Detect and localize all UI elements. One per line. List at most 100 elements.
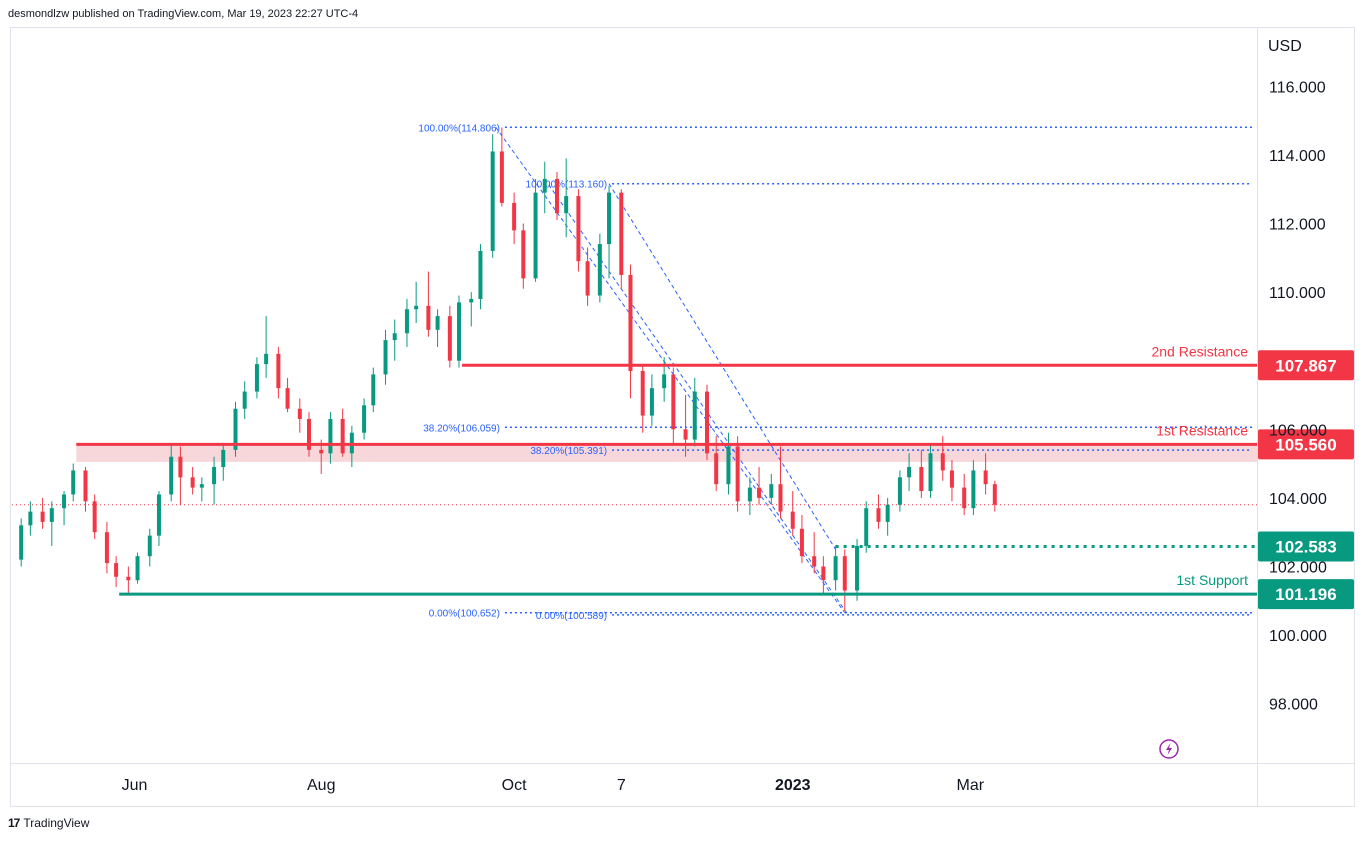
candle-body (533, 192, 538, 279)
fib-level-label: 100.00%(114.806) (418, 123, 500, 134)
candle-body (126, 576, 131, 581)
level-name: 2nd Resistance (1151, 343, 1248, 359)
price-tag-text: 101.196 (1275, 585, 1336, 604)
x-tick-label: Aug (307, 777, 335, 794)
candle-body (490, 151, 495, 251)
candle-body (897, 477, 902, 505)
candle-body (521, 230, 526, 279)
candle-body (842, 556, 847, 591)
fib-level-label: 38.20%(105.391) (530, 446, 607, 457)
candle-body (876, 508, 881, 522)
x-tick-label: Mar (957, 777, 985, 794)
candle-body (83, 470, 88, 502)
candle-body (297, 408, 302, 420)
candle-body (306, 419, 311, 450)
candle-body (19, 525, 24, 560)
candle-body (512, 202, 517, 231)
candle-body (457, 302, 462, 361)
candle-body (864, 508, 869, 546)
y-tick-label: 114.000 (1269, 148, 1326, 165)
y-tick-label: 100.000 (1269, 628, 1327, 645)
candle-body (919, 467, 924, 492)
candle-body (971, 470, 976, 509)
candle-body (576, 196, 581, 262)
candle-body (714, 453, 719, 485)
price-tag (1258, 350, 1354, 381)
candle-body (435, 316, 440, 330)
candle-body (907, 467, 912, 478)
level-name: 1st Support (1176, 572, 1248, 588)
candle-body (649, 388, 654, 416)
candle-body (962, 487, 967, 509)
candle-body (404, 309, 409, 334)
candle-body (392, 333, 397, 341)
resistance-zone (76, 444, 1258, 462)
candle-body (769, 484, 774, 498)
candle-body (114, 563, 119, 577)
x-tick-label: 7 (617, 777, 626, 794)
publish-info: desmondlzw published on TradingView.com,… (8, 8, 359, 20)
candle-body (992, 484, 997, 505)
price-tag (1258, 531, 1354, 562)
candle-body (726, 446, 731, 485)
candle-body (104, 532, 109, 564)
candle-body (949, 470, 954, 488)
candle-body (285, 388, 290, 409)
candle-body (156, 494, 161, 536)
candle-body (414, 305, 419, 310)
fib-trend-line (544, 178, 849, 615)
candle-body (671, 374, 676, 430)
candle-body (790, 511, 795, 529)
candle-body (564, 196, 569, 214)
candle-body (821, 566, 826, 581)
candle-body (747, 487, 752, 502)
candle-body (147, 535, 152, 557)
candle-body (705, 391, 710, 454)
x-tick-label: Jun (122, 777, 148, 794)
candle-body (212, 467, 217, 485)
y-tick-label: 112.000 (1269, 217, 1326, 234)
candle-body (928, 453, 933, 492)
candle-body (49, 508, 54, 522)
candle-body (683, 429, 688, 440)
y-tick-label: 104.000 (1269, 491, 1327, 508)
y-tick-label: 116.000 (1269, 79, 1326, 96)
candle-body (619, 192, 624, 275)
footer-brand[interactable]: TradingView (23, 816, 90, 830)
y-tick-label: 98.000 (1269, 697, 1318, 714)
candle-body (178, 456, 183, 478)
candle-body (542, 178, 547, 193)
y-tick-label: 110.000 (1269, 285, 1326, 302)
candle-body (242, 391, 247, 409)
y-tick-label: 102.000 (1269, 559, 1327, 576)
candle-body (628, 274, 633, 371)
fib-trend-line (495, 126, 846, 614)
candle-body (71, 470, 76, 495)
lightning-icon[interactable] (1159, 739, 1179, 759)
candle-body (40, 511, 45, 522)
fib-trend-line (608, 183, 837, 550)
price-tag-text: 102.583 (1275, 537, 1336, 556)
y-tick-label: 106.000 (1269, 422, 1327, 439)
price-tag-text: 107.867 (1275, 356, 1336, 375)
candle-body (169, 456, 174, 495)
x-tick-label: 2023 (775, 777, 811, 794)
candle-body (692, 391, 697, 440)
candle-body (597, 244, 602, 296)
fib-level-label: 0.00%(100.589) (536, 611, 607, 622)
candle-body (92, 501, 97, 533)
candle-body (426, 305, 431, 330)
level-name: 1st Resistance (1156, 422, 1248, 438)
candle-body (554, 178, 559, 214)
fib-level-label: 38.20%(106.059) (423, 423, 500, 434)
chart-frame (10, 27, 1355, 807)
candle-body (383, 340, 388, 375)
price-tag (1258, 429, 1354, 460)
candle-body (855, 545, 860, 591)
tradingview-logo-icon[interactable]: 17 (8, 816, 20, 830)
candle-body (983, 470, 988, 485)
candle-body (499, 151, 504, 203)
price-tag-text: 105.560 (1275, 435, 1336, 454)
candle-body (662, 374, 667, 389)
